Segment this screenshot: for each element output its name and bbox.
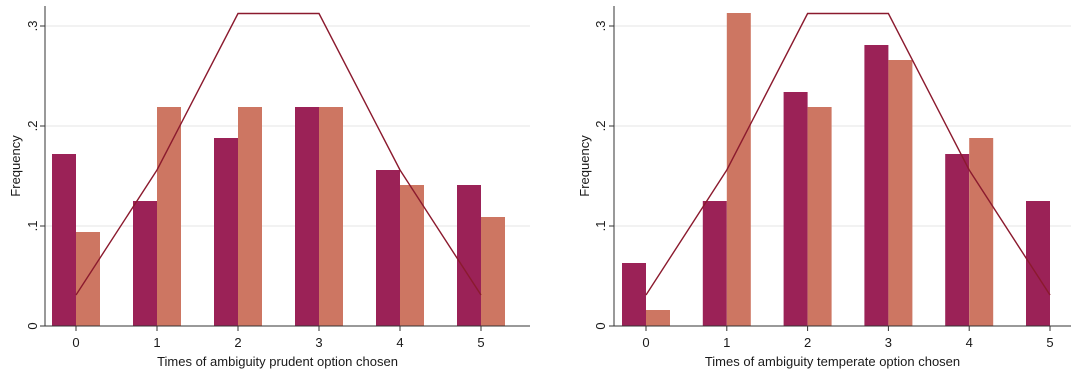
bar [783,92,808,326]
bar [238,107,262,326]
bar [400,185,424,326]
bar [864,45,889,326]
bar [76,232,100,326]
bar [52,154,76,326]
bar [457,185,481,326]
x-tick-label: 5 [1046,335,1053,350]
x-axis-title: Times of ambiguity prudent option chosen [157,354,398,369]
y-axis-title: Frequency [8,135,23,197]
bar [295,107,319,326]
bar [622,263,646,326]
chart-panel-1: 0 .1 .2 .3 0 1 2 3 4 5 Frequency Times of ambiguity… [8,6,530,369]
series-line [75,12,482,296]
series-line [645,12,1051,296]
x-tick-label: 4 [966,335,973,350]
x-tick-label: 3 [885,335,892,350]
x-tick-label: 3 [315,335,322,350]
bar [726,13,751,326]
y-tick-label: .3 [593,21,608,32]
bar [157,107,181,326]
bar [969,138,994,326]
bar [133,201,157,326]
bar [807,107,832,326]
chart-panel-2: 0 .1 .2 .3 0 1 2 3 4 5 Frequency Times of ambiguity… [577,6,1071,369]
y-axis-title: Frequency [577,135,592,197]
bar [646,310,670,326]
y-tick-label: 0 [593,322,608,329]
bar [319,107,343,326]
y-tick-label: 0 [25,322,40,329]
bar [702,201,727,326]
x-tick-label: 2 [234,335,241,350]
x-tick-label: 1 [153,335,160,350]
x-tick-label: 2 [804,335,811,350]
bar [376,170,400,326]
x-tick-label: 1 [723,335,730,350]
bar [481,217,505,326]
bar [945,154,970,326]
x-axis-title: Times of ambiguity temperate option chos… [705,354,960,369]
bar [888,60,913,326]
x-tick-label: 5 [477,335,484,350]
y-tick-label: .2 [25,121,40,132]
y-tick-label: .1 [593,221,608,232]
y-tick-label: .2 [593,121,608,132]
bar [214,138,238,326]
x-tick-label: 0 [642,335,649,350]
x-tick-label: 0 [72,335,79,350]
x-tick-label: 4 [396,335,403,350]
y-tick-label: .1 [25,221,40,232]
y-tick-label: .3 [25,21,40,32]
